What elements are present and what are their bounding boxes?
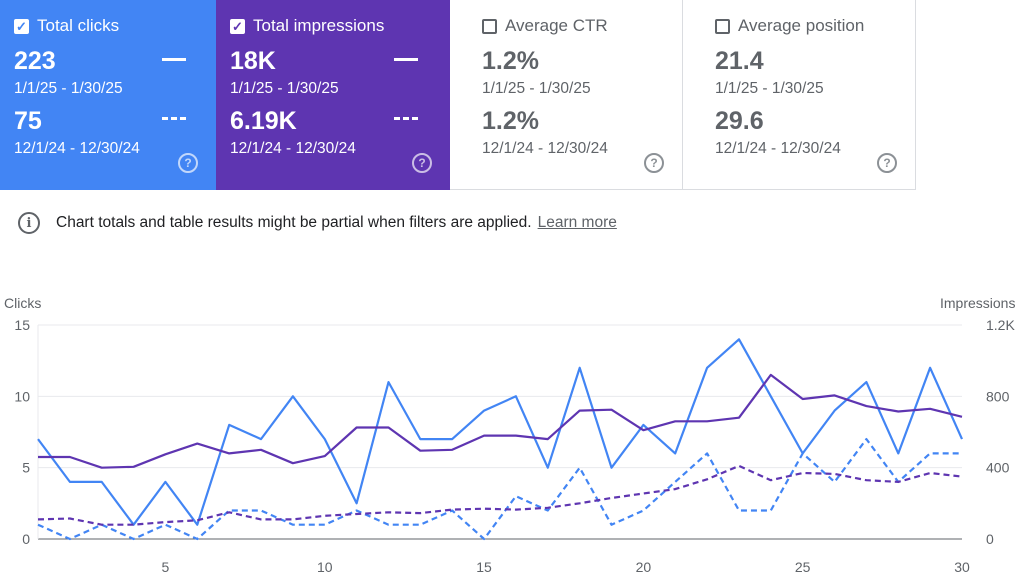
help-icon[interactable]: ?: [412, 153, 432, 173]
solid-line-legend: [162, 58, 186, 61]
average-position-current-value: 21.4: [715, 47, 764, 75]
total-impressions-previous-range: 12/1/24 - 12/30/24: [230, 140, 356, 157]
series-line-clicks-1-1-25-1-30-25[interactable]: [37, 338, 964, 526]
help-icon[interactable]: ?: [877, 153, 897, 173]
x-tick-label: 15: [476, 559, 492, 575]
average-ctr-card[interactable]: Average CTR 1.2% 1/1/25 - 1/30/25 1.2% 1…: [450, 0, 683, 190]
average-position-previous-range: 12/1/24 - 12/30/24: [715, 140, 841, 157]
dashed-line-legend: [162, 117, 186, 120]
average-position-header[interactable]: Average position: [715, 16, 864, 36]
total-clicks-label: Total clicks: [37, 16, 120, 35]
y-left-tick-label: 15: [14, 317, 30, 333]
total-impressions-checkbox[interactable]: ✓: [230, 18, 245, 34]
total-clicks-header[interactable]: ✓ Total clicks: [14, 16, 119, 36]
y-right-tick-label: 1.2K: [986, 317, 1015, 333]
x-tick-label: 5: [162, 559, 170, 575]
average-position-checkbox[interactable]: [715, 18, 730, 34]
help-icon[interactable]: ?: [644, 153, 664, 173]
check-icon: ✓: [232, 18, 243, 34]
y-left-axis-title: Clicks: [4, 295, 41, 311]
y-left-tick-label: 0: [22, 531, 30, 547]
y-left-tick-label: 10: [14, 388, 30, 404]
y-left-tick-label: 5: [22, 460, 30, 476]
total-clicks-card[interactable]: ✓ Total clicks 223 1/1/25 - 1/30/25 75 1…: [0, 0, 216, 190]
info-icon: i: [18, 212, 40, 234]
x-tick-label: 25: [795, 559, 811, 575]
x-tick-label: 30: [954, 559, 970, 575]
solid-line-legend: [394, 58, 418, 61]
x-tick-label: 20: [636, 559, 652, 575]
y-right-tick-label: 800: [986, 388, 1010, 404]
y-right-axis-title: Impressions: [940, 295, 1015, 311]
total-impressions-current-range: 1/1/25 - 1/30/25: [230, 80, 339, 97]
x-tick-label: 10: [317, 559, 333, 575]
average-position-card[interactable]: Average position 21.4 1/1/25 - 1/30/25 2…: [683, 0, 916, 190]
check-icon: ✓: [16, 18, 27, 34]
total-impressions-card[interactable]: ✓ Total impressions 18K 1/1/25 - 1/30/25…: [216, 0, 450, 190]
average-position-label: Average position: [738, 16, 865, 35]
filter-notice: i Chart totals and table results might b…: [18, 212, 617, 234]
performance-chart: 0 5 10 15 0 400 800 1.2K Clicks Impressions 5 10 15 2…: [4, 295, 1015, 575]
help-icon[interactable]: ?: [178, 153, 198, 173]
total-impressions-current-value: 18K: [230, 47, 276, 75]
series-line-impressions-12-1-24-12-30-24[interactable]: [37, 464, 963, 526]
total-impressions-label: Total impressions: [253, 16, 385, 35]
series-line-impressions-1-1-25-1-30-25[interactable]: [38, 373, 963, 469]
average-position-previous-value: 29.6: [715, 107, 764, 135]
average-ctr-previous-range: 12/1/24 - 12/30/24: [482, 140, 608, 157]
y-right-tick-label: 0: [986, 531, 994, 547]
notice-text: Chart totals and table results might be …: [56, 214, 532, 231]
total-impressions-previous-value: 6.19K: [230, 107, 297, 135]
total-impressions-header[interactable]: ✓ Total impressions: [230, 16, 384, 36]
average-ctr-previous-value: 1.2%: [482, 107, 539, 135]
average-ctr-header[interactable]: Average CTR: [482, 16, 608, 36]
average-ctr-checkbox[interactable]: [482, 18, 497, 34]
total-clicks-checkbox[interactable]: ✓: [14, 18, 29, 34]
learn-more-link[interactable]: Learn more: [537, 214, 617, 231]
average-ctr-current-value: 1.2%: [482, 47, 539, 75]
total-clicks-previous-range: 12/1/24 - 12/30/24: [14, 140, 140, 157]
total-clicks-current-range: 1/1/25 - 1/30/25: [14, 80, 123, 97]
dashed-line-legend: [394, 117, 418, 120]
total-clicks-current-value: 223: [14, 47, 56, 75]
average-ctr-current-range: 1/1/25 - 1/30/25: [482, 80, 591, 97]
average-position-current-range: 1/1/25 - 1/30/25: [715, 80, 824, 97]
average-ctr-label: Average CTR: [505, 16, 608, 35]
series-line-clicks-12-1-24-12-30-24[interactable]: [37, 438, 962, 541]
y-right-tick-label: 400: [986, 460, 1010, 476]
metric-cards: ✓ Total clicks 223 1/1/25 - 1/30/25 75 1…: [0, 0, 916, 190]
total-clicks-previous-value: 75: [14, 107, 42, 135]
